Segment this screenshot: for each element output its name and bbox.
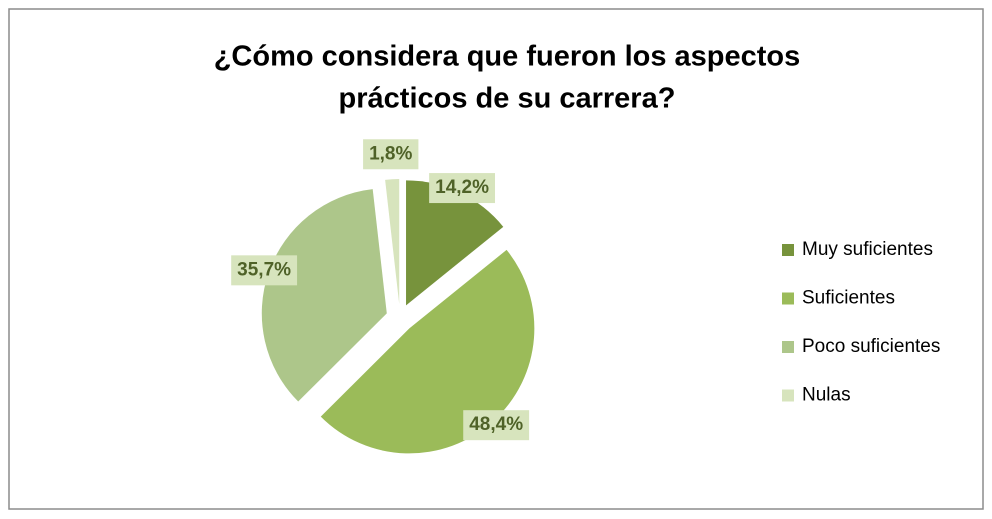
chart-title: prácticos de su carrera? xyxy=(339,83,676,115)
pie-slice xyxy=(261,189,387,402)
legend-label: Suficientes xyxy=(802,288,895,309)
data-label: 14,2% xyxy=(435,177,489,198)
data-label-box xyxy=(463,410,530,441)
legend-label: Poco suficientes xyxy=(802,336,940,357)
pie-slice xyxy=(406,180,504,306)
legend-swatch xyxy=(782,244,794,256)
data-label: 35,7% xyxy=(237,259,291,280)
legend-label: Muy suficientes xyxy=(802,239,933,260)
pie-slice xyxy=(320,249,535,454)
data-label: 48,4% xyxy=(469,414,523,435)
legend-swatch xyxy=(782,292,794,305)
data-label-box xyxy=(429,173,496,204)
data-label: 1,8% xyxy=(369,143,412,164)
data-label-box xyxy=(363,139,419,170)
data-label-box xyxy=(231,255,298,286)
legend-label: Nulas xyxy=(802,385,851,406)
pie-slice xyxy=(385,179,400,305)
legend-swatch xyxy=(782,389,794,402)
chart-title: ¿Cómo considera que fueron los aspectos xyxy=(214,41,801,73)
legend-swatch xyxy=(782,341,794,353)
